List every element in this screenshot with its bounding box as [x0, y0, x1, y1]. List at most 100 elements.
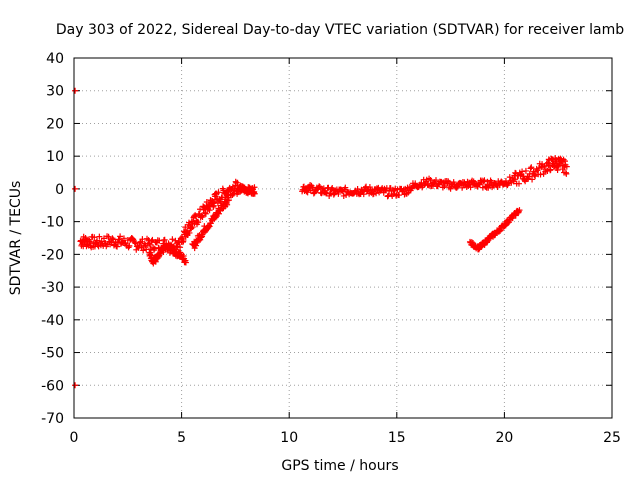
x-tick-label: 5	[177, 430, 186, 446]
data-point	[105, 233, 112, 240]
series-morning-rise	[178, 178, 241, 246]
data-point	[563, 163, 570, 170]
data-point	[354, 185, 361, 192]
data-point	[160, 249, 167, 255]
data-point	[195, 219, 202, 226]
data-point	[192, 213, 199, 220]
data-point	[199, 213, 206, 220]
data-point	[529, 176, 536, 183]
data-point	[100, 235, 107, 242]
data-point	[126, 242, 133, 249]
data-point	[72, 382, 79, 389]
data-point	[512, 176, 519, 183]
y-tick-label: -60	[41, 378, 64, 394]
series-edge-markers	[72, 87, 79, 389]
y-tick-label: 40	[46, 51, 64, 67]
x-tick-label: 0	[70, 430, 79, 446]
y-tick-label: 10	[46, 149, 64, 165]
data-point	[202, 210, 209, 217]
data-point	[215, 189, 222, 196]
data-point	[206, 223, 213, 230]
data-point	[525, 173, 532, 180]
data-point	[515, 209, 522, 216]
data-point	[152, 258, 159, 265]
y-tick-label: -70	[41, 411, 64, 427]
data-point	[516, 180, 523, 187]
data-point	[147, 241, 154, 248]
data-point	[94, 237, 101, 244]
data-point	[303, 188, 310, 195]
data-point	[360, 191, 367, 198]
series-afternoon	[404, 172, 519, 196]
x-tick-label: 15	[388, 430, 406, 446]
data-point	[342, 184, 349, 191]
data-point	[201, 223, 208, 230]
series-morning-rise-lower	[189, 194, 232, 252]
data-point	[544, 168, 551, 175]
data-point	[161, 236, 168, 243]
y-tick-label: 20	[46, 116, 64, 132]
data-point	[512, 211, 519, 218]
data-point	[522, 167, 529, 174]
data-point	[251, 190, 258, 197]
data-point	[453, 184, 460, 191]
data-point	[96, 233, 103, 240]
data-point	[140, 247, 147, 254]
axis-ticks	[73, 57, 613, 419]
x-axis-label: GPS time / hours	[281, 458, 398, 474]
data-point	[177, 244, 184, 251]
y-tick-label: -50	[41, 346, 64, 362]
data-point	[148, 238, 155, 245]
data-point	[497, 227, 504, 234]
x-tick-label: 20	[495, 430, 513, 446]
data-point	[72, 87, 79, 94]
data-point	[149, 236, 156, 243]
chart-title: Day 303 of 2022, Sidereal Day-to-day VTE…	[56, 22, 624, 38]
data-point	[185, 219, 192, 226]
data-point	[214, 200, 221, 207]
data-point	[532, 173, 539, 180]
data-point	[182, 259, 189, 266]
plot-frame	[73, 57, 613, 419]
series-early-morning	[77, 233, 185, 254]
data-point	[131, 239, 138, 246]
data-point	[148, 252, 155, 259]
y-tick-label: 0	[55, 182, 64, 198]
data-point	[304, 189, 311, 196]
data-point	[516, 207, 523, 214]
data-point	[488, 178, 495, 185]
data-point	[120, 235, 127, 242]
data-point	[459, 184, 466, 191]
data-point	[193, 242, 200, 249]
data-point	[432, 177, 439, 184]
data-point	[396, 192, 403, 199]
data-point	[91, 234, 98, 241]
y-tick-label: 30	[46, 84, 64, 100]
data-point	[519, 168, 526, 175]
data-point	[481, 177, 488, 184]
data-point	[547, 166, 554, 173]
data-point	[234, 179, 241, 186]
grid	[74, 58, 612, 418]
data-point	[109, 235, 116, 242]
data-point	[169, 236, 176, 243]
data-point	[506, 174, 513, 181]
data-point	[555, 163, 562, 170]
series-early-dips	[146, 242, 189, 267]
data-point	[86, 239, 93, 246]
data-point	[182, 224, 189, 231]
y-tick-label: -30	[41, 280, 64, 296]
series-midday	[299, 181, 411, 200]
y-tick-label: -10	[41, 215, 64, 231]
data-points	[72, 87, 570, 389]
data-point	[527, 165, 534, 172]
y-tick-label: -40	[41, 313, 64, 329]
data-point	[137, 239, 144, 246]
data-point	[316, 183, 323, 190]
data-point	[188, 225, 195, 232]
data-point	[219, 205, 226, 212]
y-axis-label: SDTVAR / TECUs	[8, 181, 24, 296]
x-tick-label: 10	[280, 430, 298, 446]
data-point	[117, 233, 124, 240]
